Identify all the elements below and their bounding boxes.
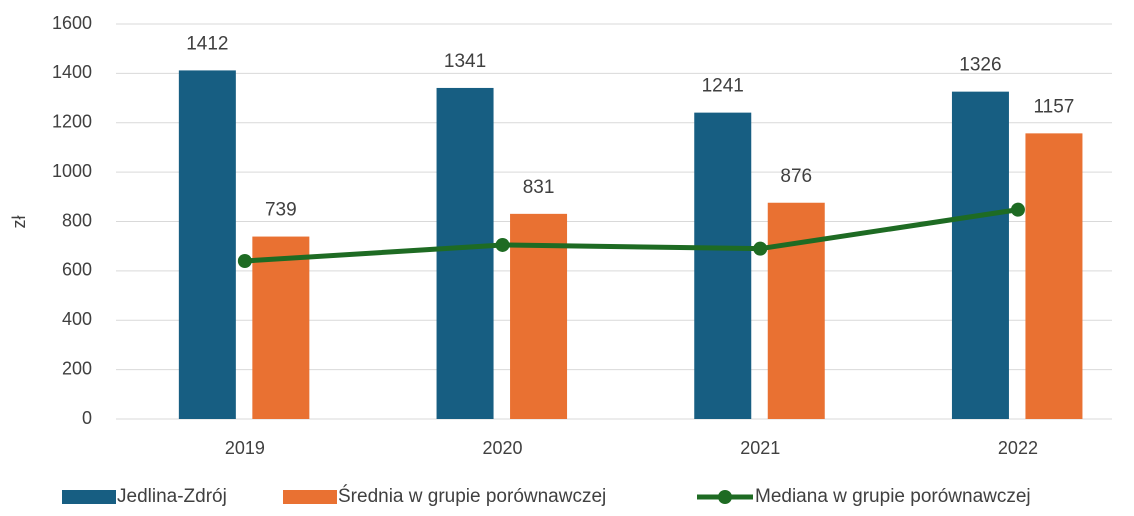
- y-tick-label: 400: [62, 309, 92, 329]
- x-tick-label: 2022: [998, 438, 1038, 458]
- line-point: [237, 254, 252, 268]
- bar: [1025, 133, 1083, 419]
- value-label: 1157: [1034, 96, 1075, 117]
- value-label: 831: [523, 177, 555, 198]
- y-tick-label: 0: [82, 408, 92, 428]
- legend-swatch: [718, 490, 732, 504]
- y-tick-label: 600: [62, 260, 92, 280]
- value-label: 1241: [702, 76, 744, 97]
- legend-label: Średnia w grupie porównawczej: [338, 485, 606, 507]
- line-point: [1010, 202, 1025, 217]
- legend-label: Mediana w grupie porównawczej: [755, 486, 1031, 507]
- legend-item: Mediana w grupie porównawczej: [697, 486, 1031, 507]
- value-label: 876: [780, 166, 812, 187]
- line-point: [495, 237, 510, 252]
- value-label: 739: [265, 200, 297, 221]
- bar: [951, 91, 1009, 420]
- y-axis-label: zł: [9, 216, 29, 229]
- legend-item: Jedlina-Zdrój: [62, 486, 227, 507]
- y-tick-label: 1600: [52, 13, 92, 33]
- value-label: 1341: [444, 51, 486, 72]
- legend-label: Jedlina-Zdrój: [117, 486, 227, 507]
- bar: [436, 87, 494, 420]
- bar: [178, 70, 236, 419]
- x-tick-label: 2020: [483, 438, 523, 458]
- y-tick-label: 1000: [52, 161, 92, 181]
- bar: [694, 112, 752, 420]
- y-tick-label: 200: [62, 358, 92, 378]
- bar: [767, 202, 825, 419]
- legend-item: Średnia w grupie porównawczej: [283, 485, 606, 507]
- x-tick-label: 2021: [740, 438, 780, 458]
- y-tick-label: 1200: [52, 112, 92, 132]
- legend-swatch: [62, 490, 116, 504]
- value-label: 1412: [186, 33, 228, 54]
- bar: [252, 236, 310, 419]
- y-tick-label: 800: [62, 210, 92, 230]
- line-point: [753, 241, 768, 256]
- line: [244, 207, 1019, 264]
- y-tick-label: 1400: [52, 62, 92, 82]
- value-label: 1326: [959, 55, 1001, 76]
- x-tick-label: 2019: [225, 438, 265, 458]
- legend-swatch: [283, 490, 337, 504]
